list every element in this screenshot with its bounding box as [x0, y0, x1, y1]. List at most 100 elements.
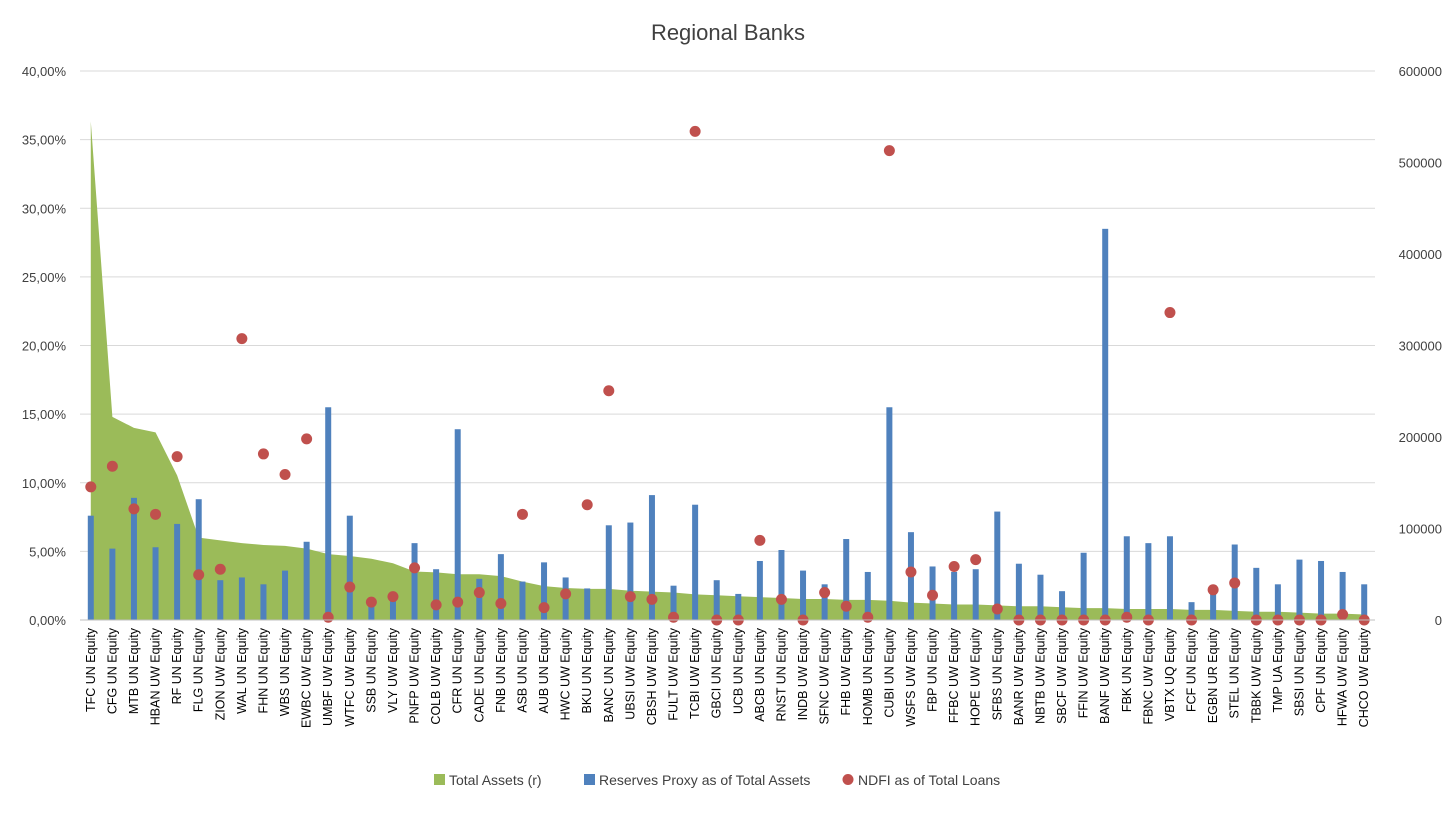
reserves-bar	[195, 499, 202, 620]
ndfi-point	[754, 534, 766, 546]
category-label: HOMB UN Equity	[861, 627, 875, 725]
category-label: ZION UW Equity	[213, 627, 227, 720]
category-label: CUBI UN Equity	[882, 627, 896, 717]
ndfi-point	[689, 125, 701, 137]
reserves-bar	[238, 577, 245, 620]
right-tick-label: 200000	[1399, 430, 1442, 445]
category-label: FBP UN Equity	[926, 627, 940, 712]
ndfi-point	[970, 554, 982, 566]
legend: Total Assets (r) Reserves Proxy as of To…	[434, 772, 1000, 788]
category-label: CFG UN Equity	[105, 627, 119, 714]
category-label: BANF UW Equity	[1098, 627, 1112, 724]
ndfi-point	[819, 587, 831, 599]
ndfi-point	[927, 589, 939, 601]
reserves-bar	[1037, 574, 1044, 620]
category-label: WTFC UW Equity	[343, 627, 357, 726]
ndfi-point	[452, 596, 464, 608]
reserves-bar	[994, 511, 1001, 620]
ndfi-point	[150, 508, 162, 520]
category-label: BANC UN Equity	[602, 627, 616, 722]
category-label: BKU UN Equity	[580, 627, 594, 713]
reserves-bar	[756, 560, 763, 620]
category-label: FHN UN Equity	[256, 627, 270, 713]
category-label: UBSI UW Equity	[623, 627, 637, 719]
category-label: HFWA UW Equity	[1336, 627, 1350, 726]
category-label: VBTX UQ Equity	[1163, 627, 1177, 721]
ndfi-point	[603, 385, 615, 397]
ndfi-point	[322, 611, 334, 623]
reserves-bar	[282, 570, 289, 620]
category-label: WBS UN Equity	[278, 627, 292, 716]
category-label: HOPE UW Equity	[969, 627, 983, 726]
category-label: SFBS UN Equity	[990, 627, 1004, 720]
category-label: WAL UN Equity	[235, 627, 249, 714]
category-label: FHB UW Equity	[839, 627, 853, 715]
legend-label-total-assets: Total Assets (r)	[449, 772, 542, 788]
reserves-bar	[1210, 591, 1217, 620]
category-label: NBTB UW Equity	[1033, 627, 1047, 724]
right-tick-label: 100000	[1399, 522, 1442, 537]
reserves-bars	[87, 228, 1368, 620]
category-label: TBBK UW Equity	[1249, 627, 1263, 723]
ndfi-point	[279, 469, 291, 481]
category-label: HBAN UW Equity	[149, 627, 163, 725]
category-label: BANR UW Equity	[1012, 627, 1026, 725]
category-label: FFBC UW Equity	[947, 627, 961, 723]
ndfi-point	[409, 562, 421, 574]
category-label: TFC UN Equity	[84, 627, 98, 712]
ndfi-point	[85, 481, 97, 493]
legend-swatch-total-assets	[434, 774, 445, 785]
category-label: SSB UN Equity	[364, 627, 378, 713]
category-label: FFIN UW Equity	[1077, 627, 1091, 718]
reserves-bar	[476, 578, 483, 620]
category-label: COLB UW Equity	[429, 627, 443, 724]
category-label: HWC UW Equity	[559, 627, 573, 720]
left-tick-label: 25,00%	[22, 270, 67, 285]
left-axis: 0,00% 5,00% 10,00% 15,00% 20,00% 25,00% 30,00%…	[22, 64, 67, 628]
ndfi-point	[991, 603, 1003, 615]
reserves-bar	[1274, 584, 1281, 620]
chart-title: Regional Banks	[651, 20, 805, 45]
category-label: EWBC UW Equity	[300, 627, 314, 728]
reserves-bar	[411, 543, 418, 620]
reserves-bar	[584, 588, 591, 620]
ndfi-point	[1337, 609, 1349, 621]
ndfi-point	[473, 587, 485, 599]
ndfi-point	[883, 145, 895, 157]
category-label: AUB UN Equity	[537, 627, 551, 713]
right-tick-label: 0	[1435, 613, 1442, 628]
reserves-bar	[130, 497, 137, 620]
reserves-bar	[670, 585, 677, 620]
legend-label-reserves: Reserves Proxy as of Total Assets	[599, 772, 810, 788]
reserves-bar	[1188, 602, 1195, 620]
category-label: ASB UN Equity	[515, 627, 529, 713]
left-tick-label: 5,00%	[29, 544, 66, 559]
category-label: MTB UN Equity	[127, 627, 141, 714]
ndfi-point	[905, 566, 917, 578]
ndfi-point	[948, 560, 960, 572]
category-label: UMBF UW Equity	[321, 627, 335, 726]
left-tick-label: 0,00%	[29, 613, 66, 628]
reserves-bar	[1080, 552, 1087, 620]
ndfi-point	[344, 581, 356, 593]
category-label: CHCO UW Equity	[1357, 627, 1371, 727]
category-label: FLG UN Equity	[192, 627, 206, 712]
ndfi-point	[1121, 611, 1133, 623]
reserves-bar	[1123, 536, 1130, 620]
reserves-bar	[346, 515, 353, 620]
category-label: CBSH UW Equity	[645, 627, 659, 725]
reserves-bar	[217, 580, 224, 620]
reserves-bar	[735, 593, 742, 620]
category-label: GBCI UN Equity	[710, 627, 724, 718]
ndfi-point	[1164, 307, 1176, 319]
category-label: WSFS UW Equity	[904, 627, 918, 726]
ndfi-point	[495, 598, 507, 610]
category-label: TMP UA Equity	[1271, 627, 1285, 712]
reserves-bar	[1296, 559, 1303, 620]
reserves-bar	[800, 570, 807, 620]
reserves-bar	[1166, 536, 1173, 620]
reserves-bar	[864, 571, 871, 620]
category-label: RF UN Equity	[170, 627, 184, 704]
reserves-bar	[1339, 571, 1346, 620]
